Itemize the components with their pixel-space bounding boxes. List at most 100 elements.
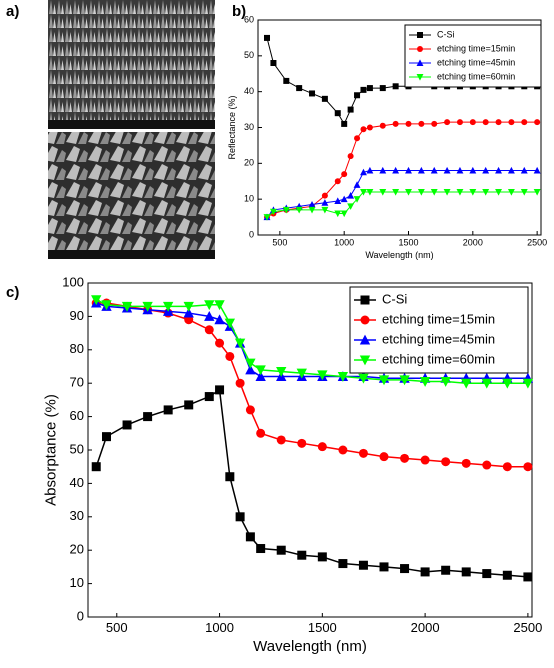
- marker: [347, 106, 354, 113]
- y-axis-label: Reflectance (%): [227, 95, 237, 159]
- marker: [235, 378, 245, 388]
- marker: [456, 189, 464, 196]
- marker: [297, 550, 307, 560]
- marker: [444, 119, 451, 126]
- marker: [360, 315, 370, 325]
- marker: [379, 562, 389, 572]
- marker: [419, 377, 431, 387]
- marker: [245, 532, 255, 542]
- marker: [347, 191, 355, 199]
- series-line: [266, 121, 538, 218]
- marker: [400, 564, 410, 574]
- marker: [392, 189, 400, 196]
- marker: [263, 214, 271, 221]
- marker: [163, 405, 173, 415]
- x-tick-label: 2000: [411, 620, 440, 635]
- marker: [225, 472, 235, 482]
- marker: [520, 189, 528, 196]
- series-line: [266, 191, 538, 218]
- y-tick-label: 10: [70, 575, 84, 590]
- marker: [502, 462, 512, 472]
- marker: [204, 392, 214, 402]
- marker: [495, 166, 502, 174]
- marker: [317, 552, 327, 562]
- marker: [481, 378, 492, 389]
- marker: [534, 119, 541, 126]
- marker: [204, 325, 214, 335]
- marker: [533, 166, 541, 174]
- marker: [235, 512, 245, 522]
- marker: [321, 192, 328, 199]
- marker: [456, 119, 463, 126]
- marker: [337, 372, 349, 382]
- sem-image-top: [48, 0, 215, 129]
- marker: [338, 559, 348, 569]
- marker: [255, 371, 266, 382]
- y-tick-label: 50: [70, 441, 84, 456]
- marker: [469, 166, 477, 174]
- marker: [482, 166, 490, 174]
- x-tick-label: 500: [272, 237, 287, 247]
- marker: [417, 166, 425, 174]
- marker: [502, 378, 513, 389]
- marker: [366, 85, 373, 92]
- marker: [215, 385, 225, 395]
- marker: [379, 85, 386, 92]
- marker: [225, 351, 235, 361]
- marker: [366, 124, 373, 131]
- marker: [441, 457, 451, 467]
- marker: [420, 455, 430, 465]
- marker: [354, 135, 361, 142]
- marker: [508, 119, 515, 126]
- marker: [334, 110, 341, 117]
- marker: [521, 119, 528, 126]
- y-tick-label: 10: [244, 194, 254, 204]
- marker: [443, 166, 451, 174]
- marker: [461, 458, 471, 468]
- y-tick-label: 0: [249, 229, 254, 239]
- marker: [308, 206, 316, 214]
- y-tick-label: 20: [70, 542, 84, 557]
- marker: [418, 120, 425, 127]
- marker: [353, 181, 361, 188]
- marker: [296, 85, 303, 92]
- marker: [321, 206, 329, 214]
- marker: [317, 370, 328, 381]
- marker: [379, 452, 389, 462]
- marker: [215, 338, 225, 348]
- marker: [204, 311, 215, 321]
- marker: [399, 375, 410, 386]
- y-tick-label: 90: [70, 308, 84, 323]
- marker: [520, 166, 528, 174]
- y-tick-label: 60: [244, 14, 254, 24]
- marker: [392, 120, 399, 127]
- marker: [245, 405, 255, 415]
- marker: [416, 59, 424, 66]
- marker: [482, 119, 489, 126]
- marker: [309, 90, 316, 97]
- marker: [334, 197, 342, 204]
- y-tick-label: 60: [70, 408, 84, 423]
- marker: [334, 178, 341, 185]
- marker: [347, 203, 355, 210]
- y-tick-label: 70: [70, 375, 84, 390]
- y-tick-label: 100: [62, 274, 84, 289]
- marker: [276, 435, 286, 445]
- legend-label: C-Si: [437, 29, 455, 39]
- marker: [392, 83, 399, 90]
- marker: [482, 569, 492, 579]
- marker: [379, 122, 386, 129]
- marker: [353, 196, 361, 203]
- marker: [359, 355, 371, 366]
- marker: [184, 400, 194, 410]
- legend-label: etching time=60min: [437, 71, 515, 81]
- marker: [234, 338, 246, 349]
- marker: [102, 432, 111, 442]
- marker: [523, 572, 533, 582]
- marker: [417, 32, 423, 38]
- marker: [204, 300, 215, 311]
- marker: [360, 189, 367, 196]
- marker: [443, 189, 451, 196]
- x-tick-label: 1500: [398, 237, 418, 247]
- marker: [440, 377, 451, 387]
